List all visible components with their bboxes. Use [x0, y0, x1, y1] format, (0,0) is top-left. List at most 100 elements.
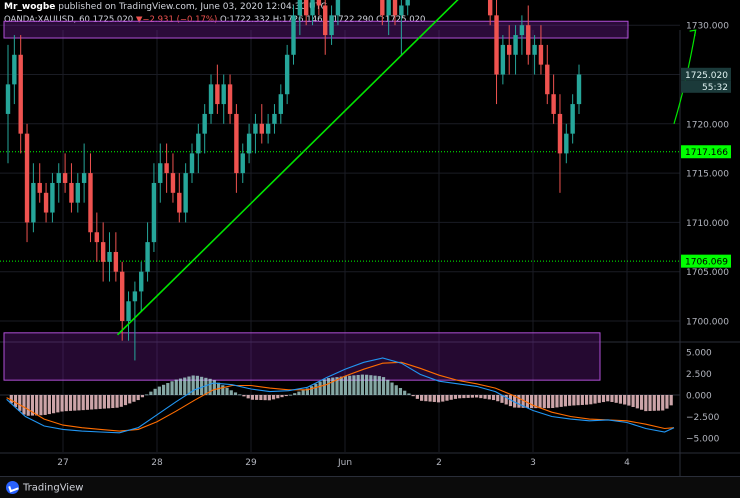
macd-histogram-bar: [271, 395, 276, 400]
macd-histogram-bar: [280, 395, 284, 398]
macd-histogram-bar: [386, 379, 390, 395]
price-tick-label: 1720.000: [686, 120, 729, 130]
macd-histogram-bar: [157, 386, 161, 395]
price-tick-label: 1715.000: [686, 170, 729, 180]
macd-histogram-bar: [618, 395, 623, 404]
macd-histogram-bar: [496, 395, 500, 402]
macd-histogram-bar: [161, 384, 166, 395]
macd-histogram-bar: [136, 395, 140, 401]
macd-histogram-bar: [250, 395, 255, 400]
time-tick-label: 28: [151, 458, 163, 468]
macd-histogram-bar: [627, 395, 631, 406]
macd-histogram-bar: [60, 395, 64, 412]
macd-pane: [0, 357, 680, 434]
macd-histogram-bar: [504, 395, 508, 405]
macd-tick-label: −5.000: [686, 435, 720, 445]
signal-line: [6, 361, 675, 432]
macd-histogram-bar: [377, 376, 381, 395]
macd-histogram-bar: [398, 387, 403, 395]
macd-histogram-bar: [415, 395, 419, 399]
author-name[interactable]: Mr_wogbe: [4, 2, 56, 12]
macd-histogram-bar: [13, 395, 18, 408]
macd-histogram-bar: [56, 395, 60, 413]
candle-body: [170, 173, 176, 193]
candle-body: [208, 84, 214, 114]
macd-histogram-bar: [521, 395, 525, 408]
candle-body: [196, 133, 201, 154]
macd-histogram-bar: [64, 395, 68, 412]
macd-histogram-bar: [305, 388, 309, 395]
macd-histogram-bar: [555, 395, 559, 408]
macd-histogram-bar: [403, 390, 407, 395]
zones: [3, 20, 629, 381]
symbol-name[interactable]: OANDA:XAUUSD, 60: [4, 15, 90, 25]
tradingview-logo[interactable]: TradingView: [6, 481, 83, 494]
macd-histogram-bar: [9, 395, 13, 404]
arrow-head-icon: [689, 29, 697, 37]
candle-body: [487, 0, 493, 16]
macd-histogram-bar: [221, 385, 225, 395]
candle-body: [151, 182, 157, 243]
macd-histogram-bar: [479, 395, 483, 399]
horizontal-levels: [0, 151, 680, 262]
time-tick-label: 4: [624, 458, 630, 468]
candle-body: [240, 153, 245, 174]
candle-body: [88, 173, 93, 233]
macd-histogram-bar: [259, 395, 263, 401]
candle-body: [145, 242, 150, 272]
macd-histogram-bar: [47, 395, 51, 415]
macd-histogram-bar: [394, 385, 398, 395]
macd-tick-label: 2.500: [686, 370, 712, 380]
macd-histogram-bar: [373, 375, 377, 395]
current-price-label: 1725.020: [685, 71, 728, 81]
macd-histogram-bar: [30, 395, 35, 416]
macd-histogram-bar: [106, 395, 111, 409]
macd-histogram-bar: [85, 395, 90, 410]
time-tick-label: 3: [530, 458, 536, 468]
macd-histogram-bar: [310, 386, 314, 395]
candle-body: [316, 0, 322, 6]
candle-body: [139, 271, 144, 292]
publication-header: Mr_wogbe published on TradingView.com, J…: [4, 2, 327, 12]
macd-histogram-bar: [407, 393, 411, 395]
candle-body: [519, 25, 525, 36]
macd-histogram-bar: [39, 395, 43, 416]
macd-histogram-bar: [508, 395, 513, 407]
macd-histogram-bar: [123, 395, 128, 406]
tradingview-brand: TradingView: [23, 482, 84, 494]
macd-histogram-bar: [111, 395, 115, 409]
macd-histogram-bar: [424, 395, 428, 402]
macd-histogram-bar: [563, 395, 568, 407]
macd-histogram-bar: [593, 395, 597, 404]
macd-histogram-bar: [352, 375, 356, 395]
candle-body: [323, 5, 328, 36]
candle-body: [202, 113, 207, 134]
candle-body: [120, 271, 125, 321]
last-price: 1725.020: [92, 15, 134, 25]
macd-histogram-bar: [267, 395, 271, 401]
candle-body: [576, 74, 582, 105]
candle-body: [189, 153, 195, 174]
macd-histogram-bar: [149, 391, 153, 395]
macd-histogram-bar: [661, 395, 665, 411]
drawings: [116, 0, 697, 336]
macd-histogram-bar: [77, 395, 81, 411]
macd-histogram-bar: [589, 395, 593, 405]
macd-histogram-bar: [174, 379, 178, 395]
candle-body: [94, 232, 100, 243]
candle-body: [132, 291, 138, 302]
macd-histogram-bar: [81, 395, 85, 411]
down-triangle-icon: ▼: [135, 15, 143, 25]
tradingview-logo-icon: [6, 481, 19, 494]
macd-histogram-bar: [542, 395, 546, 409]
resistance-zone: [3, 20, 629, 39]
macd-histogram-bar: [445, 395, 449, 401]
price-chart[interactable]: 1700.000 1705.000 1710.000 1715.000 1720.000…: [0, 0, 740, 476]
macd-histogram-bar: [369, 375, 373, 395]
candle-body: [265, 123, 271, 134]
macd-histogram-bar: [517, 395, 521, 408]
candle-body: [81, 173, 87, 183]
macd-histogram-bar: [128, 395, 132, 404]
macd-histogram-bar: [348, 375, 352, 395]
macd-histogram-bar: [297, 391, 301, 395]
